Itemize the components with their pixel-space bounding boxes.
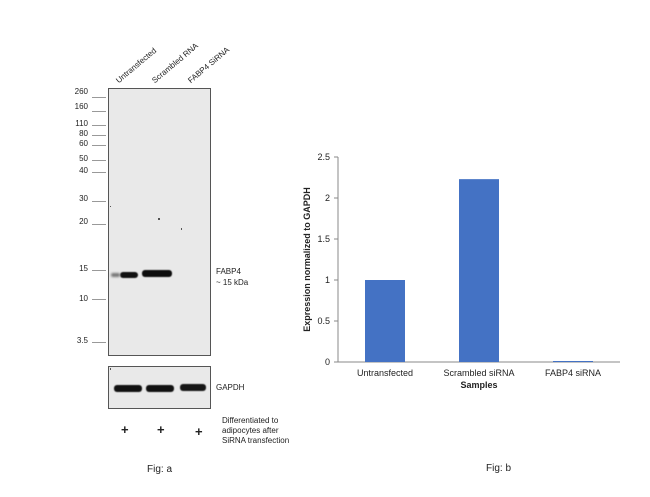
bar-chart: 0 0.5 1 1.5 2 2.5 Untransfected Scrambled siRNA… [302, 152, 620, 390]
treatment-sign-1: + [121, 422, 129, 437]
mw-marker-10: 10 [79, 294, 88, 303]
mw-marker-3-5: 3.5 [76, 336, 88, 345]
blot-speck [181, 228, 182, 230]
mw-tick [92, 299, 106, 300]
treatment-sign-3: + [195, 424, 203, 439]
fabp4-band-scrambled [142, 270, 172, 277]
treatment-text-line-3: SiRNA transfection [222, 436, 290, 445]
y-tick-label: 0 [325, 357, 330, 367]
fabp4-band-untransfected [120, 272, 138, 278]
blot-speck [110, 368, 111, 370]
mw-tick [92, 270, 106, 271]
x-tick-label: Untransfected [357, 368, 413, 378]
mw-tick [92, 135, 106, 136]
y-tick-label: 2.5 [317, 152, 330, 162]
fabp4-kda-label: ~ 15 kDa [216, 278, 249, 287]
mw-marker-160: 160 [74, 102, 88, 111]
mw-marker-50: 50 [79, 154, 88, 163]
x-tick-label: Scrambled siRNA [443, 368, 514, 378]
blot-panel [108, 88, 211, 356]
gapdh-label: GAPDH [216, 383, 245, 392]
bar [365, 280, 405, 362]
mw-tick [92, 125, 106, 126]
blot-speck [110, 206, 111, 207]
mw-marker-60: 60 [79, 139, 88, 148]
mw-marker-30: 30 [79, 194, 88, 203]
mw-tick [92, 145, 106, 146]
y-tick-label: 2 [325, 193, 330, 203]
y-tick-label: 0.5 [317, 316, 330, 326]
y-axis-title: Expression normalized to GAPDH [302, 187, 312, 332]
figure-a-caption: Fig: a [147, 464, 173, 475]
mw-tick [92, 342, 106, 343]
mw-tick [92, 224, 106, 225]
treatment-text-line-2: adipocytes after [222, 426, 279, 435]
y-tick-label: 1.5 [317, 234, 330, 244]
mw-tick [92, 97, 106, 98]
mw-tick [92, 201, 106, 202]
x-tick-label: FABP4 siRNA [545, 368, 601, 378]
x-axis-title: Samples [460, 380, 497, 390]
fabp4-label: FABP4 [216, 267, 241, 276]
mw-marker-80: 80 [79, 129, 88, 138]
mw-tick [92, 172, 106, 173]
mw-marker-260: 260 [74, 87, 88, 96]
y-tick-label: 1 [325, 275, 330, 285]
bar [553, 361, 593, 362]
treatment-text-line-1: Differentiated to [222, 416, 279, 425]
mw-marker-110: 110 [75, 119, 88, 128]
fabp4-band-faint-edge [111, 273, 120, 277]
gapdh-band-1 [114, 385, 142, 392]
mw-tick [92, 160, 106, 161]
mw-marker-20: 20 [79, 217, 88, 226]
blot-speck [158, 218, 160, 220]
mw-marker-40: 40 [79, 166, 88, 175]
gapdh-band-3 [180, 384, 206, 391]
mw-tick [92, 111, 106, 112]
mw-marker-15: 15 [79, 264, 88, 273]
gapdh-band-2 [146, 385, 174, 392]
bar [459, 179, 499, 362]
treatment-sign-2: + [157, 422, 165, 437]
figure-b-caption: Fig: b [486, 463, 512, 474]
